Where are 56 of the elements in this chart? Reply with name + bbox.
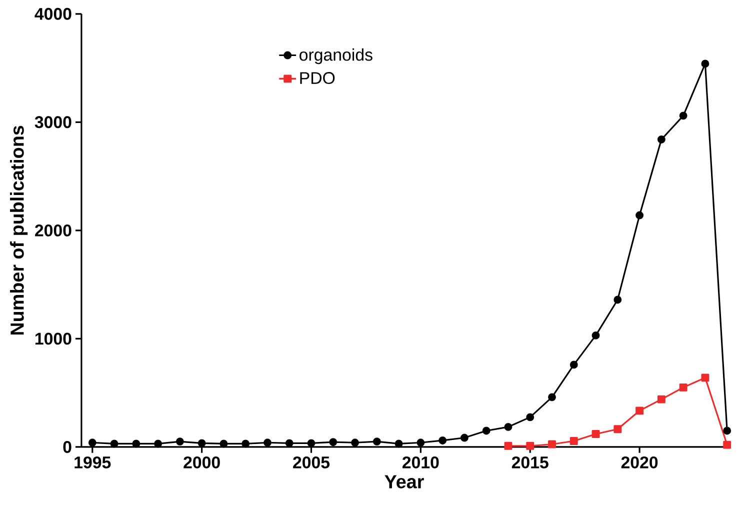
y-tick-label: 1000 xyxy=(35,332,72,344)
point xyxy=(482,426,490,434)
point xyxy=(723,440,732,449)
point xyxy=(548,440,556,448)
point xyxy=(636,406,644,414)
point xyxy=(592,430,600,438)
point xyxy=(154,440,162,448)
legend-label: PDO xyxy=(300,72,335,84)
point xyxy=(504,422,512,431)
point xyxy=(592,331,600,340)
point xyxy=(88,438,96,446)
point xyxy=(723,426,732,434)
point xyxy=(264,438,272,446)
point xyxy=(548,392,556,401)
point xyxy=(614,424,622,433)
point xyxy=(307,438,316,447)
y-tick-label: 4000 xyxy=(34,8,72,20)
point xyxy=(198,438,206,447)
x-tick-label: 2020 xyxy=(621,456,658,468)
point xyxy=(372,437,381,446)
point xyxy=(242,440,250,448)
point xyxy=(614,296,622,304)
point xyxy=(416,438,425,446)
y-tick-label: 3000 xyxy=(34,116,72,128)
point xyxy=(394,440,403,448)
point xyxy=(329,438,338,446)
y-axis-title: Number of publications xyxy=(10,126,28,334)
point xyxy=(636,211,644,220)
point xyxy=(438,436,447,444)
point xyxy=(460,434,468,442)
point xyxy=(701,60,710,68)
x-axis-title: Year xyxy=(384,474,424,488)
x-tick-label: 2015 xyxy=(512,456,548,468)
point xyxy=(701,373,710,382)
point xyxy=(657,135,666,144)
point xyxy=(679,111,688,120)
point xyxy=(132,440,140,448)
point xyxy=(526,412,534,421)
point xyxy=(570,360,578,368)
x-tick-label: 2000 xyxy=(184,456,220,468)
point xyxy=(110,440,118,448)
x-tick-label: 1995 xyxy=(74,456,111,468)
x-tick-label: 2005 xyxy=(293,456,330,468)
point xyxy=(526,442,534,450)
y-tick-label: 0 xyxy=(63,440,72,453)
point xyxy=(679,383,688,392)
point xyxy=(285,438,294,447)
point xyxy=(504,442,512,450)
y-tick-label: 2000 xyxy=(35,224,72,236)
x-tick-label: 2010 xyxy=(402,456,439,468)
point xyxy=(657,395,666,404)
point xyxy=(220,440,228,448)
point xyxy=(570,436,578,445)
legend-label: organoids xyxy=(300,48,372,64)
point xyxy=(351,438,359,446)
point xyxy=(176,437,184,446)
